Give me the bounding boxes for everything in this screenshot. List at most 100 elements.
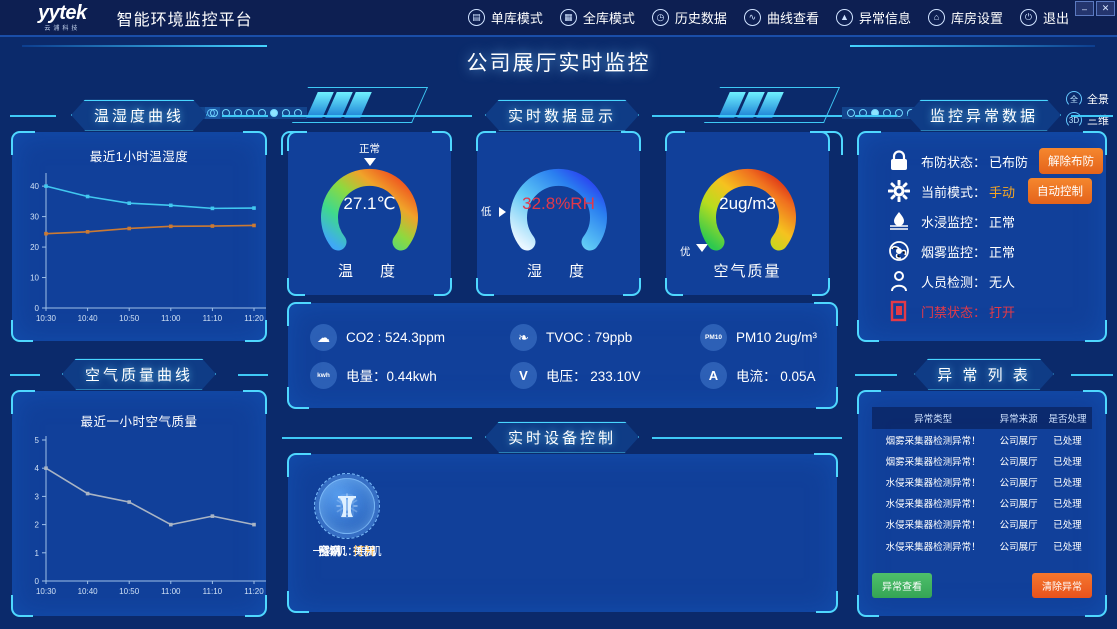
sensor-value-text: 电压： 233.10V [546, 369, 641, 385]
table-row[interactable]: 水侵采集器检测异常！ 公司展厅 已处理 [872, 514, 1092, 535]
table-cell: 公司展厅 [999, 541, 1038, 553]
banner-dot [210, 109, 218, 117]
air-quality-pointer-icon [696, 244, 708, 252]
abnormal-list-panel: 异常类型 异常来源 是否处理 烟雾采集器检测异常！ 公司展厅 已处理 烟雾采集器检测异常！… [857, 390, 1107, 617]
sensor-item-5: A 电流： 0.05A [700, 361, 823, 389]
sensor-item-1: ❧ TVOC : 79ppb [510, 324, 700, 352]
history-clock-icon: ◷ [651, 9, 669, 26]
status-label: 当前模式： [921, 184, 987, 200]
view-mode-panorama[interactable]: 全 全景 [1066, 91, 1109, 107]
svg-text:0: 0 [35, 304, 40, 313]
table-cell: 已处理 [1053, 435, 1082, 447]
svg-text:30: 30 [30, 213, 39, 222]
table-header-cell: 是否处理 [1043, 407, 1092, 429]
table-cell: 烟雾采集器检测异常！ [885, 456, 981, 468]
table-row[interactable]: 烟雾采集器检测异常！ 公司展厅 已处理 [872, 450, 1092, 471]
svg-text:1: 1 [35, 549, 40, 558]
clear-abnormal-button[interactable]: 清除异常 [1032, 573, 1092, 598]
table-row[interactable]: 水侵采集器检测异常！ 公司展厅 已处理 [872, 535, 1092, 556]
device-name: 照明 [318, 546, 342, 558]
logo-text: yytek [38, 1, 87, 24]
table-cell: 水侵采集器检测异常！ [885, 477, 981, 489]
lock-icon [888, 150, 910, 172]
device-name: 窗帘 [318, 546, 342, 558]
abnormal-table: 异常类型 异常来源 是否处理 烟雾采集器检测异常！ 公司展厅 已处理 烟雾采集器检测异常！… [872, 407, 1092, 556]
device-label: 一体机：待机 [310, 543, 384, 559]
co2-cloud-icon: ☁ [310, 324, 337, 352]
status-action-button-0[interactable]: 解除布防 [1039, 148, 1104, 174]
tvoc-leaf-icon: ❧ [510, 324, 537, 352]
nav-item-label: 异常信息 [858, 11, 911, 26]
section-title-realtime-data: 实时数据显示 [282, 100, 842, 130]
water-drop-icon [888, 210, 910, 232]
status-row-4: 人员检测： 无人 [888, 266, 1098, 296]
device-separator: ： [347, 546, 359, 558]
view-mode-3d[interactable]: 3D 三维 [1066, 112, 1109, 128]
table-cell: 已处理 [1053, 520, 1082, 532]
nav-item-label: 全库模式 [582, 11, 635, 26]
table-cell: 水侵采集器检测异常！ [885, 499, 981, 511]
device-button[interactable] [314, 473, 380, 539]
table-cell: 公司展厅 [999, 456, 1038, 468]
air-quality-gauge-card[interactable]: 优 2ug/m3 空气质量 [665, 131, 830, 296]
temperature-value: 27.1℃ [343, 194, 396, 213]
warning-triangle-icon: ▲ [835, 9, 853, 26]
sensor-item-3: kwh 电量：0.44kwh [310, 361, 510, 389]
current-icon: A [700, 361, 727, 389]
nav-item-4[interactable]: ▲ 异常信息 [835, 8, 911, 27]
status-label: 布防状态： [921, 154, 987, 170]
door-icon [888, 300, 910, 322]
status-row-1: 当前模式： 手动 自动控制 [888, 176, 1098, 206]
table-row[interactable]: 烟雾采集器检测异常！ 公司展厅 已处理 [872, 429, 1092, 450]
monitor-status-list: 布防状态： 已布防 解除布防 当前模式： 手动 自动控制 水浸监控： 正常 烟雾监控： 正常 人员检… [888, 146, 1104, 326]
device-窗帘[interactable]: 窗帘：关闭 [310, 473, 384, 559]
temperature-pointer-icon [363, 158, 376, 166]
section-label: 监控异常数据 [907, 100, 1061, 131]
svg-text:3: 3 [35, 492, 40, 501]
smoke-detector-icon [888, 240, 910, 262]
svg-text:11:00: 11:00 [161, 587, 181, 596]
abnormal-table-wrap: 异常类型 异常来源 是否处理 烟雾采集器检测异常！ 公司展厅 已处理 烟雾采集器检测异常！… [872, 407, 1092, 556]
svg-text:11:10: 11:10 [203, 587, 223, 596]
table-cell: 烟雾采集器检测异常！ [885, 435, 981, 447]
table-row[interactable]: 水侵采集器检测异常！ 公司展厅 已处理 [872, 493, 1092, 514]
cube-3d-icon: 3D [1066, 112, 1082, 128]
view-abnormal-button[interactable]: 异常查看 [872, 573, 932, 598]
table-header-cell: 异常类型 [872, 407, 995, 429]
nav-item-2[interactable]: ◷ 历史数据 [651, 8, 727, 27]
nav-item-5[interactable]: ⌂ 库房设置 [927, 8, 1003, 27]
nav-item-1[interactable]: ▦ 全库模式 [559, 8, 635, 27]
sensor-item-2: PM10 PM10 2ug/m³ [700, 324, 823, 352]
minimize-button[interactable]: – [1075, 1, 1094, 16]
nav-item-0[interactable]: ▤ 单库模式 [467, 8, 543, 27]
svg-text:2: 2 [35, 521, 40, 530]
close-button[interactable]: ✕ [1096, 1, 1115, 16]
status-action-button-1[interactable]: 自动控制 [1028, 178, 1092, 204]
section-title-device-control: 实时设备控制 [282, 422, 842, 452]
settings-home-icon: ⌂ [927, 9, 945, 26]
monitor-status-panel: 布防状态： 已布防 解除布防 当前模式： 手动 自动控制 水浸监控： 正常 烟雾监控： 正常 人员检… [857, 131, 1107, 342]
page-title: 公司展厅实时监控 [466, 52, 651, 75]
chart-title: 最近一小时空气质量 [80, 415, 198, 429]
banner-dot [895, 109, 903, 117]
temperature-gauge-card[interactable]: 正常 27.1℃ 温 度 [287, 131, 452, 296]
table-row[interactable]: 水侵采集器检测异常！ 公司展厅 已处理 [872, 471, 1092, 492]
humidity-gauge-card[interactable]: 低 32.8%RH 湿 度 [476, 131, 641, 296]
sensor-value-text: 电流： 0.05A [736, 369, 816, 385]
device-separator: ： [341, 546, 353, 558]
nav-item-label: 库房设置 [950, 11, 1003, 26]
section-label: 实时数据显示 [485, 100, 639, 131]
nav-item-6[interactable]: ⏻ 退出 [1019, 8, 1069, 27]
table-cell: 水侵采集器检测异常！ [885, 520, 981, 532]
svg-text:0: 0 [35, 577, 40, 586]
sensor-grid: ☁ CO2 : 524.3ppm ❧ TVOC : 79ppb PM10 PM10 2ug… [310, 319, 823, 394]
banner-line-left [22, 45, 267, 47]
device-name: 空调 [318, 546, 342, 558]
nav-item-3[interactable]: ∿ 曲线查看 [743, 8, 819, 27]
status-row-0: 布防状态： 已布防 解除布防 [888, 146, 1104, 176]
device-separator: ： [341, 546, 353, 558]
svg-text:10:30: 10:30 [36, 587, 57, 596]
status-value: 正常 [989, 214, 1016, 230]
banner-dot [270, 109, 278, 117]
curve-chart-icon: ∿ [743, 9, 761, 26]
